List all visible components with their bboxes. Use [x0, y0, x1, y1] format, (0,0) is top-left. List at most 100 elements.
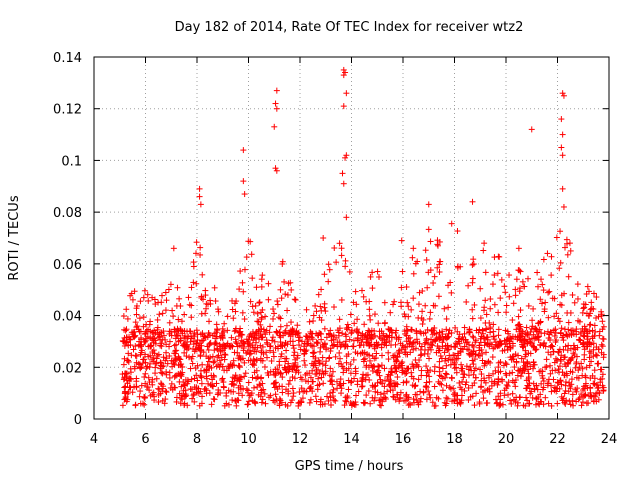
data-point [321, 325, 328, 332]
data-point [403, 391, 410, 398]
data-point [178, 383, 185, 390]
data-point [250, 337, 257, 344]
data-point [125, 358, 132, 365]
y-tick-labels: 0 0.02 0.04 0.06 0.08 0.1 0.12 0.14 [53, 51, 82, 428]
data-point [197, 388, 204, 395]
data-point [271, 310, 278, 317]
data-point [389, 369, 396, 376]
data-point [258, 283, 265, 290]
data-point [457, 384, 464, 391]
data-point [462, 381, 469, 388]
data-point [207, 354, 214, 361]
data-point [178, 395, 185, 402]
data-point [120, 361, 127, 368]
data-point [363, 364, 370, 371]
data-point [491, 344, 498, 351]
data-point [434, 264, 441, 271]
data-point [323, 393, 330, 400]
data-point [179, 364, 186, 371]
data-point [376, 363, 383, 370]
data-point [359, 383, 366, 390]
data-point [411, 383, 418, 390]
data-point [159, 292, 166, 299]
data-point [178, 318, 185, 325]
data-point [278, 350, 285, 357]
data-point [595, 346, 602, 353]
data-point [211, 347, 218, 354]
data-point [454, 400, 461, 407]
data-point [151, 296, 158, 303]
data-point [525, 370, 532, 377]
data-point [346, 268, 353, 275]
data-point [343, 152, 350, 159]
data-point [205, 330, 212, 337]
data-point [527, 390, 534, 397]
data-point [542, 343, 549, 350]
data-point [557, 228, 564, 235]
data-point [600, 323, 607, 330]
data-point [408, 326, 415, 333]
data-point [383, 333, 390, 340]
data-point [439, 365, 446, 372]
data-point [341, 343, 348, 350]
data-point [170, 245, 177, 252]
data-point [137, 400, 144, 407]
data-point [479, 357, 486, 364]
data-point [556, 346, 563, 353]
data-point [537, 318, 544, 325]
data-point [249, 374, 256, 381]
data-point [149, 376, 156, 383]
data-point [155, 299, 162, 306]
data-point [439, 387, 446, 394]
data-point [351, 320, 358, 327]
data-point [491, 301, 498, 308]
data-point [258, 399, 265, 406]
data-point [185, 333, 192, 340]
data-point [342, 257, 349, 264]
data-point [230, 315, 237, 322]
data-point [274, 366, 281, 373]
data-point [574, 281, 581, 288]
data-point [277, 342, 284, 349]
data-point [268, 358, 275, 365]
data-point [410, 245, 417, 252]
data-point [533, 382, 540, 389]
data-point [256, 299, 263, 306]
data-point [136, 338, 143, 345]
data-point [591, 367, 598, 374]
data-point [244, 338, 251, 345]
data-point [354, 316, 361, 323]
data-point [140, 294, 147, 301]
data-point [250, 360, 257, 367]
data-point [506, 272, 513, 279]
data-point [382, 319, 389, 326]
data-point [128, 352, 135, 359]
data-point [360, 399, 367, 406]
data-point [302, 348, 309, 355]
data-point [156, 311, 163, 318]
data-point [258, 347, 265, 354]
data-point [516, 394, 523, 401]
data-point [425, 269, 432, 276]
data-point [327, 394, 334, 401]
data-point [181, 327, 188, 334]
data-point [546, 362, 553, 369]
data-point [431, 383, 438, 390]
data-point [231, 375, 238, 382]
data-point [133, 378, 140, 385]
data-point [359, 349, 366, 356]
data-point [281, 329, 288, 336]
data-point [410, 396, 417, 403]
data-point [121, 355, 128, 362]
data-point [590, 353, 597, 360]
data-point [470, 371, 477, 378]
data-point [435, 378, 442, 385]
data-point [519, 278, 526, 285]
data-point [345, 386, 352, 393]
data-point [179, 396, 186, 403]
data-point [575, 396, 582, 403]
data-point [319, 361, 326, 368]
data-point [188, 314, 195, 321]
data-point [174, 284, 181, 291]
data-point [434, 237, 441, 244]
